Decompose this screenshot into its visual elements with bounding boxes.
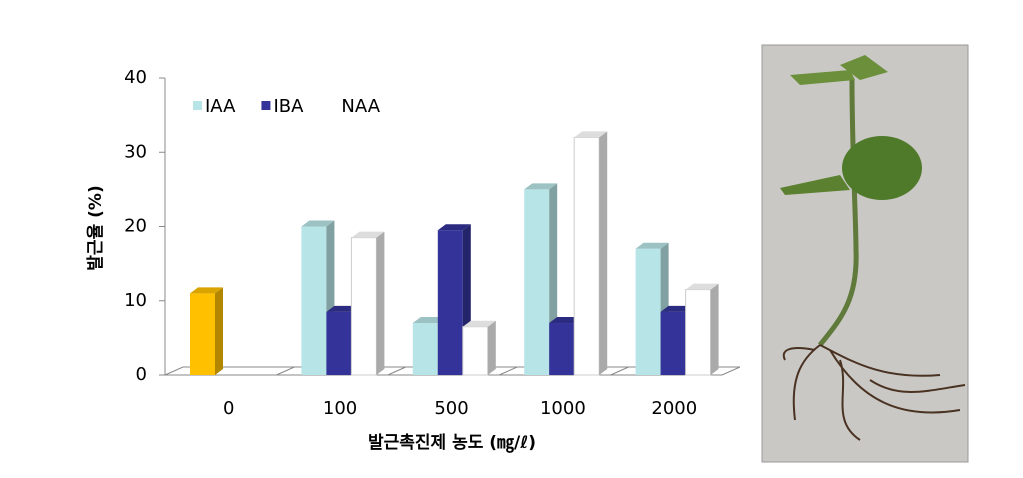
- photo: [761, 44, 969, 463]
- bar-top: [301, 220, 335, 227]
- leaf: [780, 175, 850, 195]
- legend-swatch: [193, 101, 202, 110]
- legend-swatch: [261, 101, 271, 110]
- x-tick-label: 0: [223, 398, 234, 419]
- bar-side: [376, 231, 385, 375]
- bar-side: [487, 320, 496, 375]
- roots: [782, 344, 966, 441]
- x-tick-label: 100: [323, 398, 357, 419]
- y-axis-label: 발근율 (%): [86, 185, 106, 270]
- bar-top: [351, 231, 385, 238]
- y-tick-label: 40: [124, 67, 147, 88]
- leaf: [790, 70, 855, 85]
- x-tick-label: 1000: [540, 398, 586, 419]
- legend-label: IBA: [273, 96, 304, 117]
- legend-label: IAA: [205, 96, 236, 117]
- legend-label: NAA: [341, 96, 380, 117]
- y-tick-label: 10: [124, 290, 147, 311]
- bar: [635, 248, 661, 375]
- photo-frame: [761, 44, 969, 463]
- bar-side: [215, 287, 223, 375]
- legend-swatch: [329, 101, 339, 110]
- bar: [685, 289, 712, 376]
- bar-side: [599, 131, 608, 375]
- bar-top: [524, 183, 558, 190]
- bar-top: [190, 287, 223, 294]
- x-tick-label: 2000: [651, 398, 697, 419]
- bar-top: [685, 283, 719, 290]
- bar: [549, 323, 575, 375]
- bar: [326, 311, 352, 375]
- bar-top: [412, 317, 446, 324]
- category-divider: [276, 366, 295, 376]
- bar: [660, 311, 686, 375]
- bar-top: [437, 224, 471, 231]
- category-divider: [498, 366, 518, 376]
- leaf: [840, 55, 888, 80]
- bar: [462, 326, 489, 376]
- bar: [350, 237, 377, 376]
- bar: [412, 323, 438, 375]
- y-tick-label: 0: [136, 364, 147, 385]
- leaf: [842, 136, 922, 200]
- bar-top: [635, 242, 669, 249]
- stem: [818, 79, 859, 347]
- bar-side: [710, 283, 719, 375]
- y-tick-label: 30: [124, 141, 147, 162]
- x-tick-label: 500: [434, 398, 468, 419]
- x-axis-label: 발근촉진제 농도 (㎎/ℓ): [368, 433, 536, 454]
- y-tick-label: 20: [124, 216, 147, 237]
- bar: [524, 189, 550, 375]
- category-divider: [387, 366, 407, 376]
- photo-background: [762, 45, 968, 462]
- category-divider: [610, 366, 629, 376]
- bar: [437, 230, 463, 375]
- bar: [573, 136, 600, 376]
- bar-top: [462, 320, 496, 327]
- bar: [301, 226, 327, 375]
- bar-top: [574, 131, 608, 138]
- bar: [190, 293, 215, 375]
